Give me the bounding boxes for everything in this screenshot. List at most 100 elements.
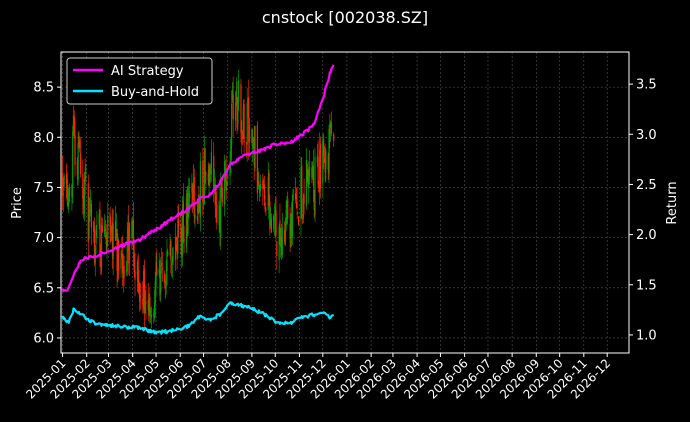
candle-body [109, 212, 111, 228]
candle-body [220, 183, 223, 193]
candle-body [295, 195, 297, 200]
candle-body [207, 173, 209, 181]
candle-body [150, 310, 152, 316]
candle-body [280, 236, 283, 256]
candle-body [153, 302, 156, 319]
candle-body [158, 269, 160, 275]
candle-body [214, 188, 216, 205]
candle-body [324, 158, 326, 173]
candle-body [170, 240, 172, 260]
candle-body [164, 286, 167, 288]
candle-body [122, 270, 124, 278]
candle-body [210, 151, 212, 175]
candle-body [61, 172, 64, 197]
candle-body [285, 209, 287, 226]
candle-body [298, 216, 300, 225]
candle-body [245, 141, 248, 143]
candle-body [139, 284, 141, 302]
candle-body [327, 155, 329, 170]
candle-body [82, 173, 84, 199]
candle-body [138, 280, 140, 289]
candle-body [74, 134, 76, 165]
candle-body [78, 140, 80, 145]
candle-body [258, 180, 260, 186]
candle-body [215, 208, 217, 210]
candle-body [171, 256, 174, 263]
candle-body [269, 215, 272, 226]
candle-body [196, 216, 198, 221]
candle-body [243, 104, 245, 144]
candle-body [115, 230, 117, 237]
candle-body [106, 240, 108, 250]
candle-body [66, 178, 68, 202]
candle-body [180, 223, 182, 241]
candle-body [252, 143, 254, 148]
candle-body [284, 221, 286, 244]
candle-body [240, 84, 242, 133]
candle-body [262, 185, 265, 187]
candle-body [174, 237, 177, 260]
candle-body [67, 202, 69, 206]
candle-body [302, 198, 304, 220]
candle-body [161, 268, 163, 270]
candle-body [202, 161, 204, 203]
candle-body [72, 131, 74, 186]
candle-body [231, 90, 234, 101]
candle-body [333, 134, 335, 141]
candle-body [259, 185, 261, 194]
candle-body [126, 239, 128, 272]
candle-body [328, 129, 330, 174]
candle-body [199, 161, 202, 218]
candle-body [134, 270, 136, 280]
candle-body [153, 313, 155, 317]
candle-body [160, 269, 162, 293]
legend: AI Strategy Buy-and-Hold [66, 57, 213, 105]
candle-body [305, 159, 308, 206]
candle-body [104, 225, 106, 235]
legend-label-buy-and-hold: Buy-and-Hold [111, 85, 199, 100]
legend-box [66, 57, 213, 105]
candle-body [167, 251, 169, 256]
grid-lines [61, 52, 629, 353]
candle-body [136, 261, 138, 276]
candle-body [284, 230, 286, 242]
candle-body [276, 241, 278, 256]
candle-body [319, 144, 322, 188]
candle-body [149, 296, 151, 314]
candle-body [213, 184, 216, 187]
y-tick-label-left: 6.5 [33, 281, 54, 296]
candle-body [209, 177, 212, 179]
candle-body [296, 201, 298, 208]
candle-body [100, 224, 103, 272]
candle-body [159, 271, 161, 295]
candle-body [273, 215, 275, 230]
candle-body [205, 172, 207, 175]
candle-body [171, 263, 173, 265]
candle-body [199, 205, 201, 213]
candle-body [247, 100, 249, 102]
candle-body [177, 220, 179, 254]
candle-body [330, 123, 332, 134]
candle-body [111, 222, 114, 256]
candle-body [252, 139, 255, 142]
candle-body [209, 166, 211, 175]
candle-body [187, 202, 189, 234]
y-tick-label-left: 7.0 [33, 231, 54, 246]
candle-body [120, 258, 122, 269]
y-tick-label-left: 8.5 [33, 81, 54, 96]
candle-body [291, 213, 293, 233]
candle-body [137, 256, 139, 282]
candle-body [280, 240, 282, 248]
candle-body [325, 150, 327, 170]
candle-body [77, 142, 79, 180]
candle-body [268, 172, 270, 206]
candle-body [275, 210, 277, 236]
candle-body [216, 204, 218, 223]
candle-body [264, 203, 266, 210]
candle-body [289, 224, 291, 239]
candle-body [95, 229, 97, 244]
candle-body [84, 176, 86, 184]
candle-body [246, 103, 248, 145]
y-tick-label-right: 3.5 [636, 78, 657, 93]
candle-body [229, 160, 231, 177]
